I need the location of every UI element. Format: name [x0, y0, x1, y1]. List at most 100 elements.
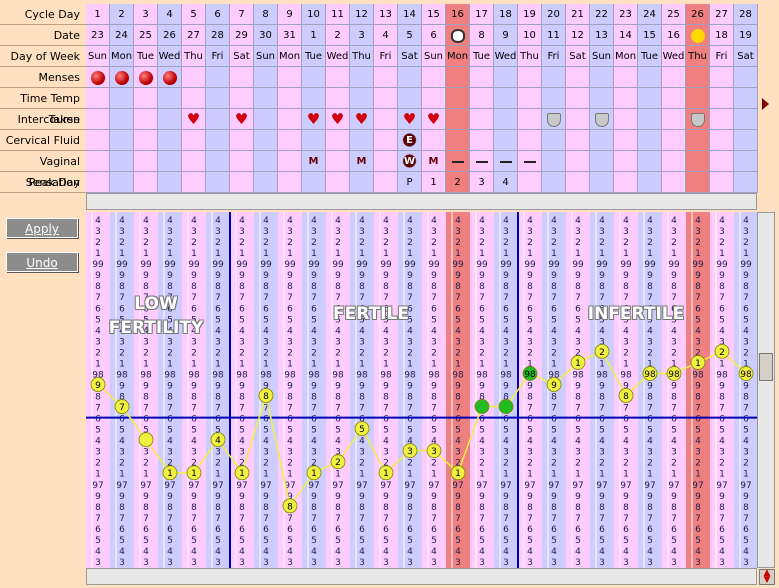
temp-scale-label: 6 — [431, 304, 437, 314]
temp-scale-label: 99 — [524, 260, 536, 270]
cell — [734, 151, 758, 172]
temp-scale-label: 5 — [407, 426, 413, 436]
spin-button[interactable]: ▲ ▼ — [759, 569, 775, 585]
cell — [182, 67, 206, 88]
scroll-arrow[interactable] — [762, 98, 769, 110]
cell — [662, 67, 686, 88]
cell — [638, 88, 662, 109]
temp-scale-label: 5 — [575, 426, 581, 436]
temp-scale-label: 1 — [623, 470, 629, 480]
temp-scale-label: 7 — [215, 514, 221, 524]
temp-scale-label: 3 — [551, 337, 557, 347]
temp-scale-label: 1 — [551, 359, 557, 369]
temp-scale-label: 98 — [620, 370, 632, 380]
temp-scale-label: 1 — [215, 359, 221, 369]
temp-scale-label: 9 — [647, 492, 653, 502]
temp-scale-label: 4 — [575, 547, 581, 557]
temp-scale-label: 3 — [215, 558, 221, 568]
temp-scale-label: 8 — [95, 282, 101, 292]
temp-scale-label: 2 — [335, 238, 341, 248]
temp-scale-label: 6 — [623, 525, 629, 535]
temp-scale-label: 8 — [743, 393, 749, 403]
temp-scale-label: 8 — [551, 393, 557, 403]
cell — [350, 67, 374, 88]
temp-scale-label: 3 — [743, 227, 749, 237]
cell — [398, 88, 422, 109]
h-scrollbar-bottom[interactable] — [86, 568, 757, 585]
temp-scale-label: 6 — [527, 525, 533, 535]
temp-scale-label: 5 — [311, 426, 317, 436]
temp-point-label: 9 — [95, 381, 101, 391]
temp-scale-label: 7 — [215, 404, 221, 414]
cell — [278, 67, 302, 88]
temp-scale-label: 9 — [719, 492, 725, 502]
temp-scale-label: 6 — [359, 525, 365, 535]
apply-button[interactable]: Apply — [6, 218, 78, 238]
temp-scale-label: 2 — [119, 348, 125, 358]
h-scrollbar[interactable] — [86, 193, 757, 210]
temp-scale-label: 2 — [575, 348, 581, 358]
menses-icon — [115, 70, 129, 85]
temp-scale-label: 3 — [311, 558, 317, 568]
temp-scale-label: 4 — [599, 437, 605, 447]
temp-scale-label: 1 — [575, 249, 581, 259]
temp-scale-label: 1 — [359, 249, 365, 259]
temp-scale-label: 8 — [647, 282, 653, 292]
temp-scale-label: 9 — [503, 271, 509, 281]
cell — [110, 172, 134, 193]
cell — [518, 67, 542, 88]
temp-scale-label: 4 — [143, 326, 149, 336]
temp-scale-label: 4 — [263, 326, 269, 336]
temp-scale-label: 2 — [623, 459, 629, 469]
v-scrollbar[interactable] — [757, 212, 775, 568]
cell — [206, 67, 230, 88]
temp-scale-label: 2 — [695, 348, 701, 358]
temp-scale-label: 6 — [695, 525, 701, 535]
temp-scale-label: 6 — [143, 304, 149, 314]
temp-scale-label: 5 — [527, 536, 533, 546]
cell — [206, 151, 230, 172]
temp-scale-label: 9 — [335, 381, 341, 391]
temp-scale-label: 3 — [647, 337, 653, 347]
temp-scale-label: 3 — [599, 227, 605, 237]
scroll-thumb[interactable] — [759, 353, 773, 381]
temp-point-label: 9 — [551, 381, 557, 391]
temp-scale-label: 5 — [503, 536, 509, 546]
cell: 1 — [86, 4, 110, 25]
temp-scale-label: 4 — [671, 437, 677, 447]
cell: 25 — [134, 25, 158, 46]
temp-scale-label: 6 — [239, 304, 245, 314]
temp-scale-label: 3 — [215, 227, 221, 237]
undo-button[interactable]: Undo — [6, 252, 78, 272]
temp-scale-label: 7 — [455, 514, 461, 524]
cell — [302, 88, 326, 109]
temp-scale-label: 3 — [479, 558, 485, 568]
temp-scale-label: 7 — [143, 514, 149, 524]
temp-scale-label: 5 — [671, 536, 677, 546]
cell — [542, 67, 566, 88]
temp-scale-label: 9 — [695, 381, 701, 391]
temp-scale-label: 3 — [167, 558, 173, 568]
temp-scale-label: 7 — [383, 514, 389, 524]
temp-scale-label: 7 — [239, 404, 245, 414]
temp-scale-label: 4 — [743, 547, 749, 557]
cell: M — [350, 151, 374, 172]
temp-scale-label: 8 — [143, 503, 149, 513]
temp-scale-label: 8 — [743, 503, 749, 513]
temp-scale-label: 3 — [239, 448, 245, 458]
temp-scale-label: 7 — [407, 293, 413, 303]
temp-scale-label: 97 — [476, 481, 487, 491]
temp-point — [522, 366, 538, 381]
column-bg — [710, 212, 734, 568]
temp-scale-label: 1 — [239, 359, 245, 369]
temp-scale-label: 9 — [383, 381, 389, 391]
temp-scale-label: 98 — [260, 370, 272, 380]
temp-scale-label: 9 — [623, 381, 629, 391]
cell — [110, 130, 134, 151]
temp-scale-label: 2 — [503, 459, 509, 469]
cell — [350, 130, 374, 151]
temp-scale-label: 98 — [500, 370, 512, 380]
temp-scale-label: 1 — [599, 470, 605, 480]
temp-scale-label: 2 — [527, 238, 533, 248]
temp-scale-label: 3 — [551, 448, 557, 458]
